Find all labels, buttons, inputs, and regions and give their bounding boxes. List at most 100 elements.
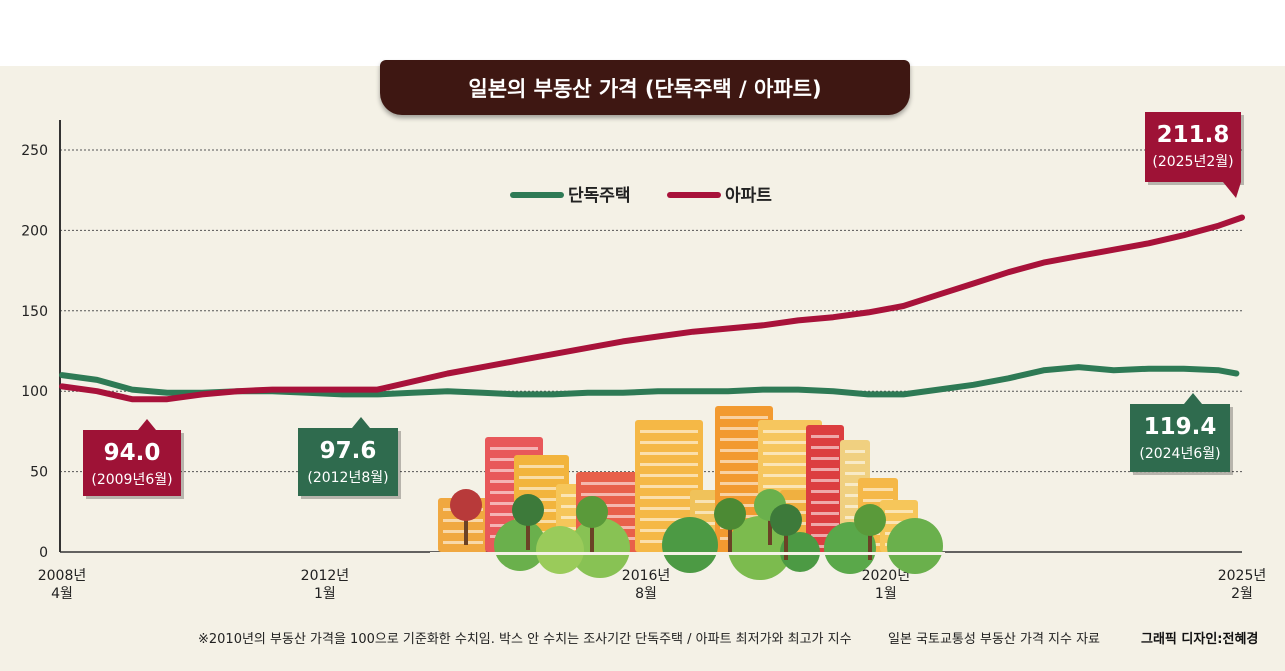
building-window: [640, 441, 698, 444]
building-window: [581, 482, 649, 485]
y-tick-label: 0: [39, 545, 48, 561]
building-window: [640, 463, 698, 466]
value-box-bg: [83, 430, 181, 496]
value-box-number: 211.8: [1157, 122, 1230, 148]
footnote: ※2010년의 부동산 가격을 100으로 기준화한 수치임. 박스 안 수치는…: [198, 632, 852, 647]
bush-shape: [494, 519, 546, 571]
value-boxes: 94.0 (2009년6월) 97.6 (2012년8월) 211.8 (2025년2월)…: [83, 112, 1244, 499]
legend-label: 아파트: [725, 186, 772, 206]
x-tick-label: 2월: [1231, 586, 1253, 602]
building-window: [720, 416, 768, 419]
legend: 단독주택 아파트: [510, 186, 772, 206]
building-window: [763, 485, 817, 488]
building-window: [811, 501, 839, 504]
series-line-apartment: [59, 214, 1245, 403]
building-window: [720, 427, 768, 430]
building-window: [519, 476, 564, 479]
building-window: [811, 534, 839, 537]
building-window: [845, 461, 865, 464]
series-lines: [59, 214, 1245, 403]
value-box: 94.0 (2009년6월): [83, 419, 184, 499]
building-window: [519, 465, 564, 468]
x-tick-label: 2016년: [622, 568, 671, 584]
building-window: [811, 446, 839, 449]
value-box-number: 97.6: [320, 438, 377, 464]
value-box: 119.4 (2024년6월): [1130, 393, 1233, 475]
building-window: [640, 496, 698, 499]
tree-trunk: [728, 514, 732, 554]
building-window: [640, 518, 698, 521]
building-window: [695, 522, 725, 525]
bush-shape: [824, 522, 876, 574]
building-window: [885, 510, 913, 513]
building-window: [695, 500, 725, 503]
tree-trunk: [526, 510, 530, 550]
building-window: [640, 474, 698, 477]
building-window: [443, 530, 483, 533]
building-window: [519, 498, 564, 501]
tree-canopy: [854, 504, 886, 536]
tree-canopy: [714, 498, 746, 530]
value-box-pointer: [1223, 182, 1241, 198]
value-box-date: (2025년2월): [1152, 154, 1233, 170]
building-window: [763, 474, 817, 477]
bush-shape: [536, 526, 584, 574]
y-axis: 0 50 100 150 200 250: [21, 120, 61, 561]
building-window: [720, 504, 768, 507]
building-window: [845, 483, 865, 486]
building-window: [443, 541, 483, 544]
graphic-credit: 그래픽 디자인:전혜경: [1141, 632, 1259, 647]
x-tick-label: 8월: [635, 586, 657, 602]
value-box-pointer: [138, 419, 156, 430]
tree-canopy: [576, 496, 608, 528]
y-tick-label: 50: [30, 465, 48, 481]
tree-trunk: [868, 520, 872, 560]
building-window: [811, 523, 839, 526]
y-tick-label: 200: [21, 223, 48, 239]
x-tick-label: 1월: [875, 586, 897, 602]
value-box: 211.8 (2025년2월): [1145, 112, 1244, 198]
building-window: [519, 487, 564, 490]
value-box-date: (2009년6월): [91, 472, 172, 488]
building-window: [519, 520, 564, 523]
building-window: [640, 485, 698, 488]
value-box-number: 94.0: [104, 440, 161, 466]
chart-title: 일본의 부동산 가격 (단독주택 / 아파트): [380, 60, 910, 115]
building-window: [811, 512, 839, 515]
y-tick-label: 250: [21, 143, 48, 159]
x-tick-label: 1월: [314, 586, 336, 602]
building-window: [763, 452, 817, 455]
building-window: [845, 472, 865, 475]
building-window: [490, 447, 538, 450]
building-window: [785, 500, 815, 503]
x-tick-label: 2025년: [1218, 568, 1267, 584]
building-shape: [806, 425, 844, 552]
building-window: [811, 468, 839, 471]
bush-shape: [570, 518, 630, 578]
ground-strip: [430, 552, 945, 555]
building-window: [763, 430, 817, 433]
building-window: [845, 450, 865, 453]
building-window: [640, 507, 698, 510]
building-window: [811, 457, 839, 460]
value-box-pointer: [352, 417, 370, 428]
source-note: 일본 국토교통성 부동산 가격 지수 자료: [888, 632, 1101, 647]
building-window: [763, 441, 817, 444]
y-tick-label: 150: [21, 304, 48, 320]
value-box-date: (2024년6월): [1139, 446, 1220, 462]
x-tick-label: 4월: [51, 586, 73, 602]
value-box-number: 119.4: [1144, 414, 1217, 440]
bush-shape: [662, 517, 718, 573]
building-window: [695, 511, 725, 514]
building-window: [720, 493, 768, 496]
building-window: [845, 505, 865, 508]
bush-shape: [887, 518, 943, 574]
tree-canopy: [450, 489, 482, 521]
building-window: [720, 471, 768, 474]
tree-canopy: [512, 494, 544, 526]
building-window: [720, 482, 768, 485]
x-tick-label: 2020년: [862, 568, 911, 584]
value-box-bg: [1145, 112, 1241, 182]
building-window: [640, 430, 698, 433]
